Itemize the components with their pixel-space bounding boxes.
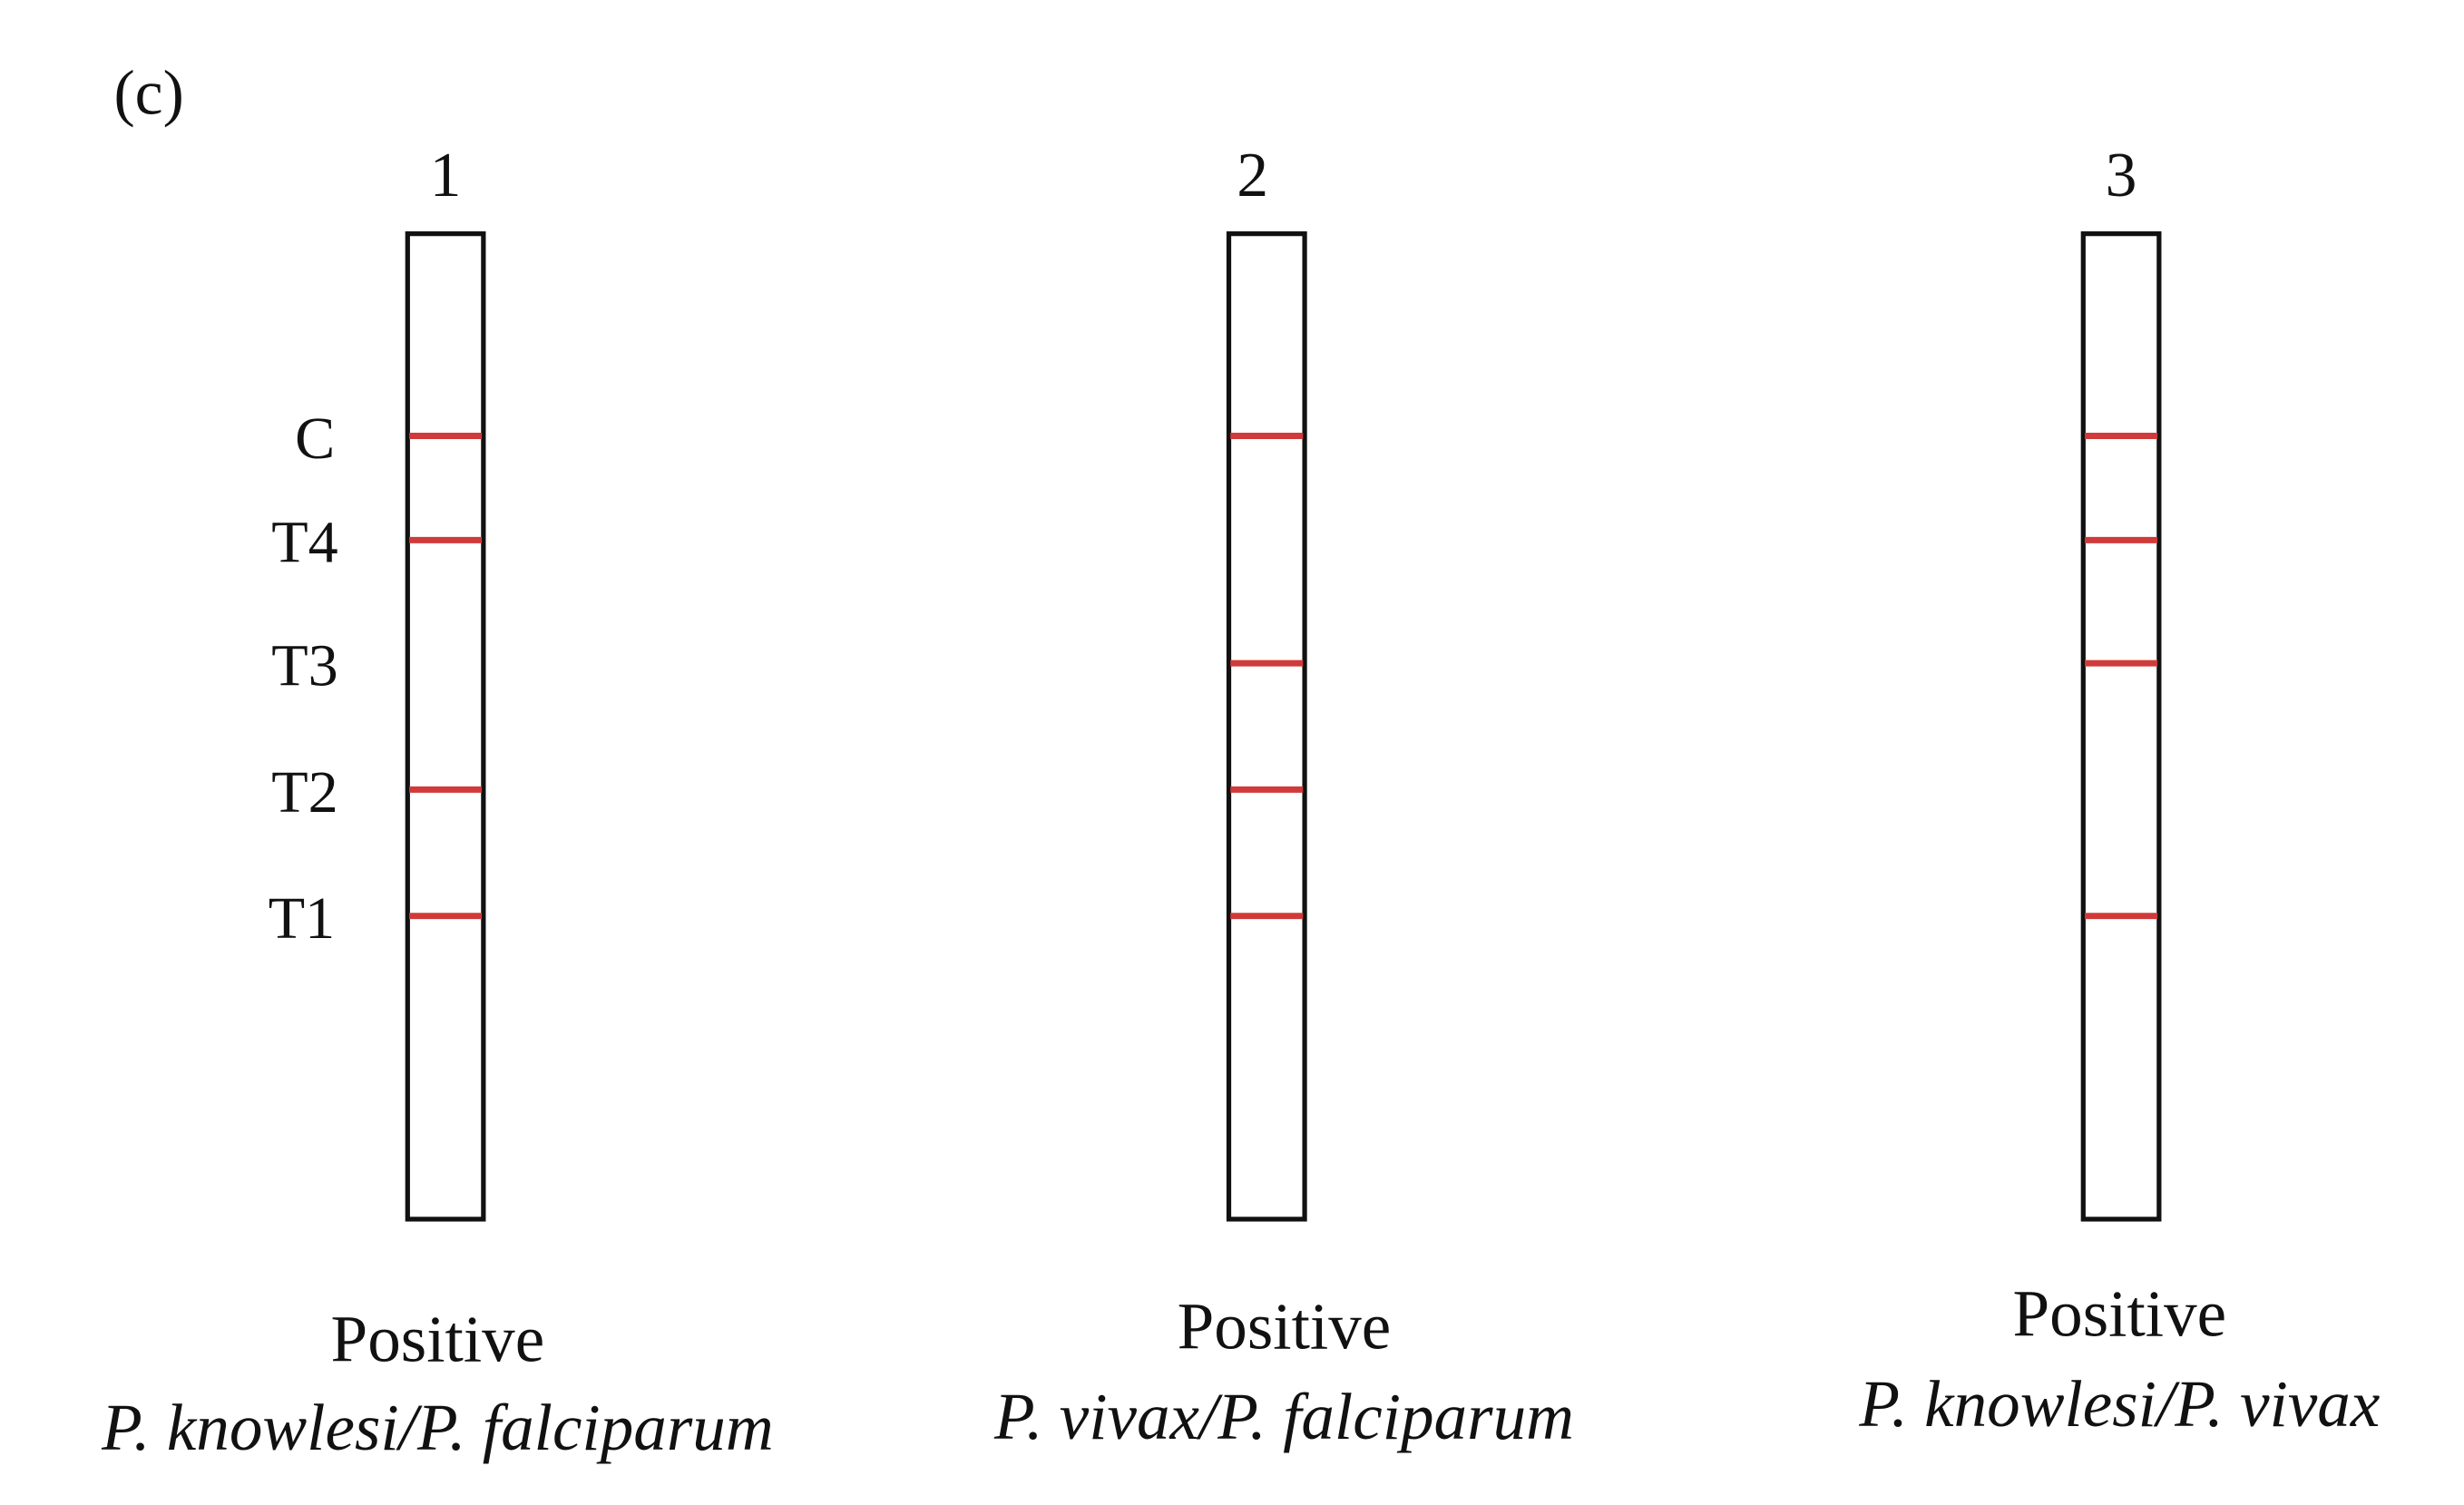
test-strip <box>1226 231 1307 1222</box>
result: Positive <box>331 1303 545 1376</box>
line-label: T3 <box>271 633 337 699</box>
line-label: T2 <box>271 759 337 826</box>
line-label: T4 <box>271 510 337 576</box>
strip-number: 2 <box>1237 141 1268 210</box>
line-label: C <box>295 406 335 472</box>
result: Positive <box>2013 1277 2227 1351</box>
test-strip <box>405 231 486 1222</box>
strip-number: 3 <box>2106 141 2137 210</box>
strip-number: 1 <box>430 141 462 210</box>
panel-label: (c) <box>114 58 184 128</box>
result: Positive <box>1178 1290 1392 1363</box>
species: P. vivax/P. falciparum <box>993 1380 1574 1453</box>
species: P. knowlesi/P. falciparum <box>101 1391 774 1464</box>
test-strip <box>2080 231 2162 1222</box>
line-label: T1 <box>269 885 335 952</box>
species: P. knowlesi/P. vivax <box>1858 1367 2380 1441</box>
